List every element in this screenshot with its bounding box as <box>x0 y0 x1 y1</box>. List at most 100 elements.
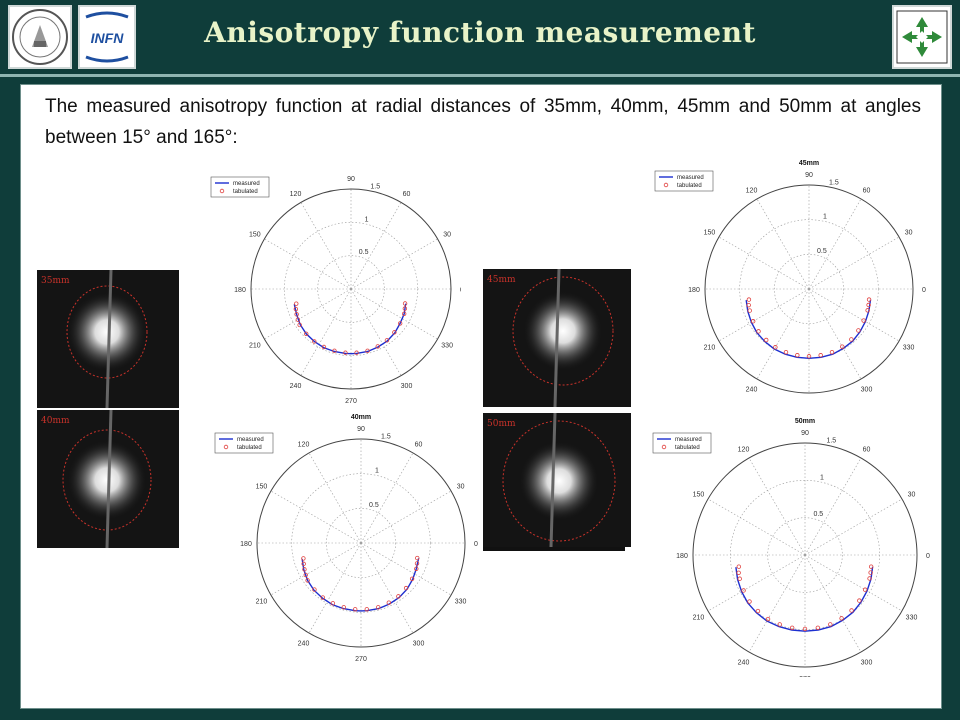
angle-tick-label: 90 <box>347 176 355 183</box>
polar-grid-spoke <box>804 498 903 556</box>
polar-grid-spoke <box>300 202 352 290</box>
legend-entry-tabulated: tabulated <box>237 445 262 451</box>
angle-tick-label: 30 <box>443 232 451 239</box>
angle-tick-label: 120 <box>738 446 750 453</box>
series-tabulated-point <box>839 616 844 621</box>
series-tabulated-point <box>294 312 299 317</box>
polar-plot-45mm: 0.511.5030609012015018021024027030033045… <box>633 157 943 397</box>
legend-entry-measured: measured <box>677 175 704 181</box>
series-tabulated-point <box>868 564 874 569</box>
radial-tick-label: 1 <box>365 216 369 223</box>
series-tabulated-point <box>414 566 419 571</box>
series-tabulated-point <box>386 600 392 605</box>
radial-tick-label: 1.5 <box>381 434 391 441</box>
photo-35mm: 35mm <box>37 269 179 409</box>
series-tabulated-point <box>305 578 310 583</box>
photo-50mm: 50mm <box>483 412 631 551</box>
legend-box <box>214 432 274 454</box>
angle-tick-label: 270 <box>345 398 357 405</box>
series-tabulated-point <box>736 570 741 575</box>
photo-45mm: 45mm <box>483 268 631 408</box>
angle-tick-label: 180 <box>240 541 252 548</box>
angle-tick-label: 120 <box>746 187 758 194</box>
series-tabulated-point <box>747 599 752 604</box>
angle-tick-label: 240 <box>746 387 758 394</box>
angle-tick-label: 60 <box>863 446 871 453</box>
angle-tick-label: 240 <box>738 660 750 667</box>
angle-tick-label: 330 <box>903 345 915 352</box>
slide-content: The measured anisotropy function at radi… <box>20 84 942 709</box>
angle-tick-label: 270 <box>799 676 811 677</box>
polar-grid-spoke <box>804 554 903 612</box>
angle-tick-label: 90 <box>357 426 365 433</box>
angle-tick-label: 60 <box>863 187 871 194</box>
series-tabulated-point <box>414 561 420 566</box>
series-tabulated-point <box>868 570 873 575</box>
photo-label: 40mm <box>41 416 70 426</box>
angle-tick-label: 270 <box>355 656 367 663</box>
radial-tick-label: 0.5 <box>359 249 369 256</box>
chart-legend: measured tabulated <box>214 432 274 454</box>
angle-tick-label: 90 <box>801 430 809 437</box>
series-tabulated-point <box>312 587 317 592</box>
radial-tick-label: 1.5 <box>829 180 839 187</box>
angle-tick-label: 210 <box>256 599 268 606</box>
angle-tick-label: 30 <box>905 230 913 237</box>
series-tabulated-point <box>401 311 407 316</box>
series-tabulated-point <box>396 594 401 599</box>
series-tabulated-point <box>764 337 769 343</box>
polar-grid-spoke <box>264 288 352 340</box>
series-tabulated-point <box>866 302 871 308</box>
angle-tick-label: 300 <box>401 383 413 390</box>
series-tabulated-point <box>840 344 845 349</box>
series-tabulated-point <box>297 322 302 328</box>
legend-tabulated-swatch <box>663 182 669 188</box>
legend-box <box>654 170 714 192</box>
series-tabulated-point <box>384 338 390 343</box>
angle-tick-label: 60 <box>403 191 411 198</box>
series-tabulated-point <box>409 576 415 581</box>
radial-tick-label: 1 <box>820 474 824 481</box>
polar-grid-spoke <box>804 554 862 653</box>
polar-grid-ring <box>326 508 396 578</box>
series-tabulated-point <box>301 556 306 561</box>
angle-tick-label: 150 <box>704 230 716 237</box>
series-tabulated-point <box>402 306 408 311</box>
radial-tick-label: 1 <box>375 468 379 475</box>
angle-tick-label: 180 <box>688 287 700 294</box>
series-tabulated-point <box>857 598 862 603</box>
photo-label: 45mm <box>487 275 516 285</box>
series-tabulated-point <box>304 331 309 336</box>
series-tabulated-point <box>354 350 359 355</box>
angle-tick-label: 210 <box>693 615 705 622</box>
series-tabulated-point <box>737 576 742 581</box>
angle-tick-label: 300 <box>861 387 873 394</box>
series-measured-line <box>293 303 407 355</box>
series-tabulated-point <box>375 344 380 349</box>
series-tabulated-point <box>343 350 348 355</box>
legend-box <box>652 432 712 454</box>
series-tabulated-point <box>815 625 821 630</box>
legend-entry-measured: measured <box>675 437 702 443</box>
series-tabulated-point <box>741 588 746 593</box>
series-tabulated-point <box>397 321 403 326</box>
legend-tabulated-swatch <box>219 188 225 194</box>
radial-tick-label: 1.5 <box>370 184 380 191</box>
chart-title: 35mm <box>341 169 361 171</box>
polar-plot-40mm: 0.5 1 1.5 0 30 60 90 120 150 180 210 240 270 300 330 40… <box>171 413 481 663</box>
chart-title: 40mm <box>351 414 371 421</box>
legend-entry-measured: measured <box>233 181 260 187</box>
polar-grid-spoke <box>804 457 862 556</box>
series-tabulated-point <box>802 626 808 632</box>
polar-grid-spoke <box>300 288 352 376</box>
polar-plot-35mm: 0.5 1 1.5 0 30 60 90 120 150 180 210 240 270 300 330 35… <box>171 169 461 405</box>
series-tabulated-point <box>302 567 307 572</box>
series-tabulated-point <box>747 308 752 313</box>
series-tabulated-point <box>341 605 346 610</box>
series-tabulated-point <box>849 608 854 613</box>
angle-tick-label: 180 <box>234 287 246 294</box>
polar-grid-ring <box>317 255 385 323</box>
series-tabulated-point <box>755 608 761 614</box>
angle-tick-label: 30 <box>908 492 916 499</box>
angle-tick-label: 330 <box>441 343 453 350</box>
